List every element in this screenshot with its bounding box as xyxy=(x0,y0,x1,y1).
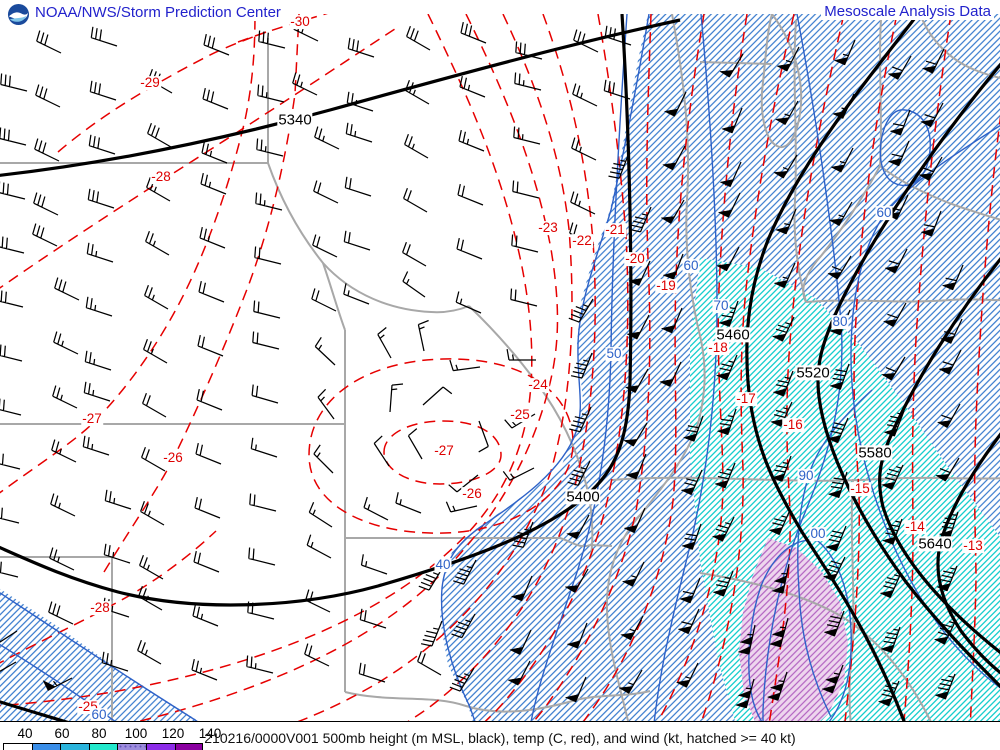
legend-color-box xyxy=(117,743,146,750)
legend-color-box xyxy=(146,743,175,750)
legend-tick-label: 40 xyxy=(17,726,33,741)
hatched-wind-regions xyxy=(0,14,1000,721)
legend-tick-label: 80 xyxy=(91,726,107,741)
header-right-title: Mesoscale Analysis Data xyxy=(821,3,994,20)
bottom-bar: 40 60 80 100 120 140 210216/0000V001 500mb he… xyxy=(0,721,1000,750)
map-caption: 210216/0000V001 500mb height (m MSL, bla… xyxy=(204,730,796,746)
header-bar: NOAA/NWS/Storm Prediction Center Mesosca… xyxy=(0,0,1000,30)
legend-color-box xyxy=(3,743,32,750)
wind-barbs xyxy=(0,18,964,709)
legend-tick-label: 140 xyxy=(198,726,222,741)
legend-color-box xyxy=(60,743,89,750)
legend-color-box xyxy=(88,743,118,750)
wind-speed-legend: 40 60 80 100 120 140 xyxy=(0,724,230,750)
legend-tick-label: 120 xyxy=(161,726,185,741)
legend-tick-label: 100 xyxy=(124,726,148,741)
legend-color-box xyxy=(174,743,204,750)
header-left-title: NOAA/NWS/Storm Prediction Center xyxy=(32,4,284,21)
wind-speed-contours xyxy=(0,14,1000,721)
legend-color-box xyxy=(31,743,61,750)
noaa-logo-icon xyxy=(7,3,30,26)
legend-tick-label: 60 xyxy=(54,726,70,741)
